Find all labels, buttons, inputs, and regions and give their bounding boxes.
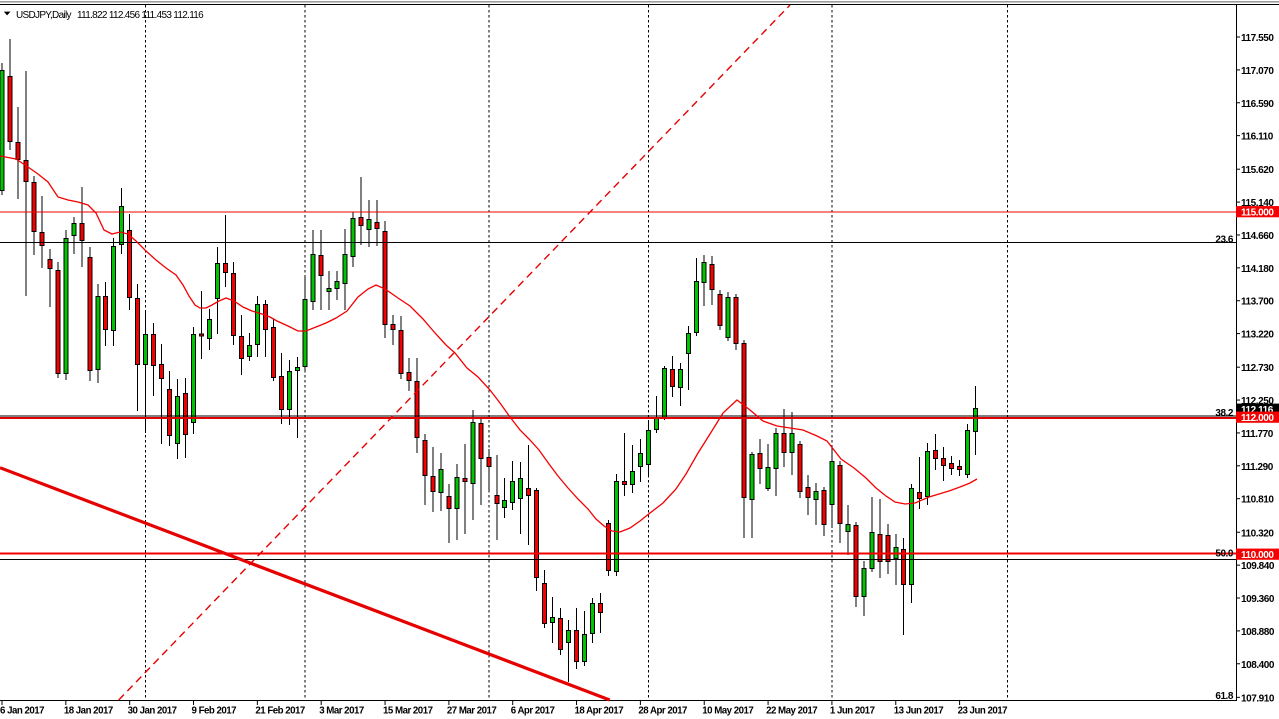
svg-text:1 Jun 2017: 1 Jun 2017	[830, 706, 875, 717]
svg-text:112.000: 112.000	[1241, 413, 1274, 424]
svg-text:116.110: 116.110	[1241, 132, 1274, 143]
svg-text:28 Apr 2017: 28 Apr 2017	[638, 706, 687, 717]
svg-text:115.000: 115.000	[1241, 208, 1274, 219]
svg-text:61.8: 61.8	[1215, 691, 1234, 702]
svg-text:23 Jun 2017: 23 Jun 2017	[958, 706, 1008, 717]
svg-text:116.590: 116.590	[1241, 99, 1274, 110]
svg-text:111.770: 111.770	[1241, 429, 1274, 440]
svg-text:113.220: 113.220	[1241, 330, 1274, 341]
svg-text:112.116: 112.116	[1241, 405, 1274, 416]
svg-text:22 May 2017: 22 May 2017	[766, 706, 817, 717]
svg-text:6 Jan 2017: 6 Jan 2017	[0, 706, 44, 717]
svg-text:30 Jan 2017: 30 Jan 2017	[128, 706, 177, 717]
svg-text:15 Mar 2017: 15 Mar 2017	[383, 706, 433, 717]
svg-text:3 Mar 2017: 3 Mar 2017	[319, 706, 364, 717]
svg-text:50.0: 50.0	[1215, 549, 1234, 560]
svg-text:18 Jan 2017: 18 Jan 2017	[64, 706, 113, 717]
svg-text:114.660: 114.660	[1241, 231, 1274, 242]
svg-text:110.000: 110.000	[1241, 550, 1274, 561]
svg-text:111.290: 111.290	[1241, 462, 1274, 473]
svg-text:13 Jun 2017: 13 Jun 2017	[894, 706, 944, 717]
svg-text:112.730: 112.730	[1241, 363, 1274, 374]
svg-text:113.700: 113.700	[1241, 297, 1274, 308]
svg-text:27 Mar 2017: 27 Mar 2017	[447, 706, 497, 717]
svg-text:112.250: 112.250	[1241, 396, 1274, 407]
svg-text:23.6: 23.6	[1215, 235, 1234, 246]
svg-text:108.400: 108.400	[1241, 660, 1275, 671]
svg-text:18 Apr 2017: 18 Apr 2017	[575, 706, 624, 717]
svg-text:109.360: 109.360	[1241, 594, 1275, 605]
svg-text:6 Apr 2017: 6 Apr 2017	[511, 706, 555, 717]
svg-text:110.810: 110.810	[1241, 495, 1274, 506]
svg-text:38.2: 38.2	[1215, 408, 1234, 419]
svg-text:114.180: 114.180	[1241, 264, 1274, 275]
svg-text:21 Feb 2017: 21 Feb 2017	[255, 706, 305, 717]
svg-text:115.140: 115.140	[1241, 198, 1274, 209]
svg-text:110.320: 110.320	[1241, 528, 1274, 539]
svg-text:115.620: 115.620	[1241, 165, 1274, 176]
svg-text:117.550: 117.550	[1241, 33, 1274, 44]
svg-text:9 Feb 2017: 9 Feb 2017	[192, 706, 237, 717]
svg-text:109.840: 109.840	[1241, 561, 1275, 572]
svg-text:117.070: 117.070	[1241, 66, 1274, 77]
svg-text:108.880: 108.880	[1241, 627, 1275, 638]
svg-text:10 May 2017: 10 May 2017	[702, 706, 753, 717]
svg-text:USDJPY,Daily 111.822 112.456: USDJPY,Daily 111.822 112.456 111.453 112…	[16, 10, 204, 21]
svg-text:107.910: 107.910	[1241, 693, 1275, 704]
